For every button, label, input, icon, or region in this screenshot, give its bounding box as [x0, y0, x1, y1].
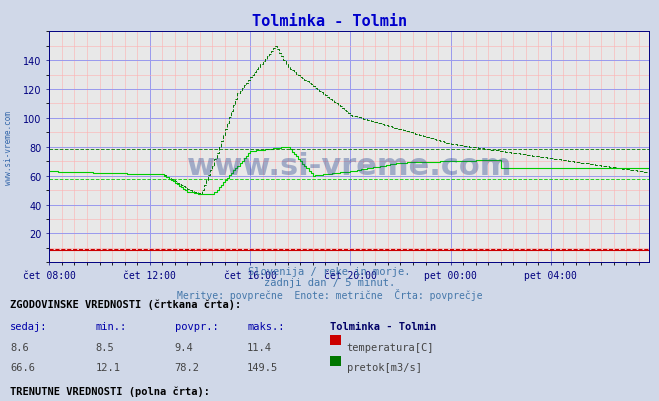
Text: 78.2: 78.2: [175, 363, 200, 373]
Text: 12.1: 12.1: [96, 363, 121, 373]
Text: Meritve: povprečne  Enote: metrične  Črta: povprečje: Meritve: povprečne Enote: metrične Črta:…: [177, 288, 482, 300]
Text: zadnji dan / 5 minut.: zadnji dan / 5 minut.: [264, 277, 395, 288]
Text: min.:: min.:: [96, 321, 127, 331]
Text: 11.4: 11.4: [247, 342, 272, 352]
Text: temperatura[C]: temperatura[C]: [347, 342, 434, 352]
Text: Tolminka - Tolmin: Tolminka - Tolmin: [252, 14, 407, 29]
Text: www.si-vreme.com: www.si-vreme.com: [4, 110, 13, 184]
Text: ZGODOVINSKE VREDNOSTI (črtkana črta):: ZGODOVINSKE VREDNOSTI (črtkana črta):: [10, 299, 241, 309]
Text: maks.:: maks.:: [247, 321, 285, 331]
Text: 9.4: 9.4: [175, 342, 193, 352]
Text: Tolminka - Tolmin: Tolminka - Tolmin: [330, 321, 436, 331]
Text: Slovenija / reke in morje.: Slovenija / reke in morje.: [248, 267, 411, 277]
Text: 8.5: 8.5: [96, 342, 114, 352]
Text: sedaj:: sedaj:: [10, 321, 47, 331]
Text: 8.6: 8.6: [10, 342, 28, 352]
Text: www.si-vreme.com: www.si-vreme.com: [186, 151, 512, 180]
Text: 66.6: 66.6: [10, 363, 35, 373]
Text: TRENUTNE VREDNOSTI (polna črta):: TRENUTNE VREDNOSTI (polna črta):: [10, 386, 210, 396]
Text: povpr.:: povpr.:: [175, 321, 218, 331]
Text: 149.5: 149.5: [247, 363, 278, 373]
Text: pretok[m3/s]: pretok[m3/s]: [347, 363, 422, 373]
